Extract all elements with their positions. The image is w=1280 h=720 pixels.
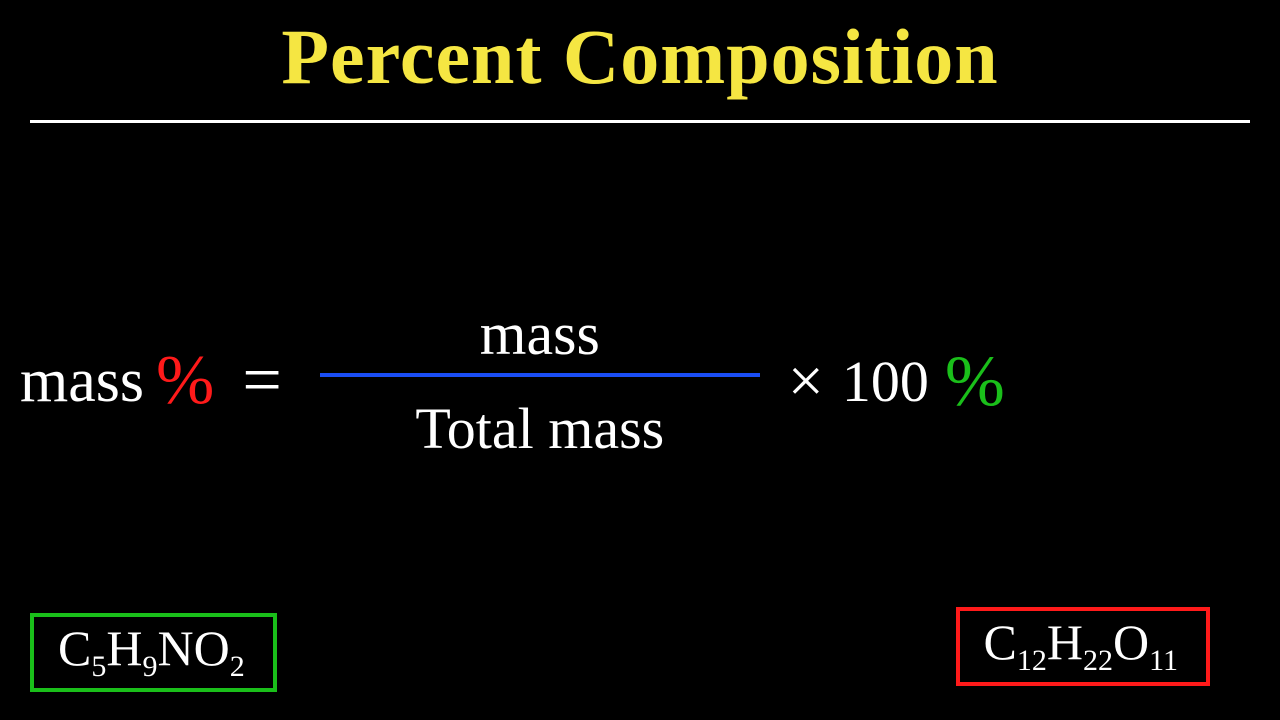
element-subscript: 12 [1017,644,1047,677]
element-symbol: H [1047,614,1083,670]
rhs-percent-symbol: % [945,340,1005,423]
hundred: 100 [842,348,929,415]
page-title: Percent Composition [0,0,1280,102]
element-symbol: C [984,614,1017,670]
element-symbol: N [157,620,193,676]
lhs-percent-symbol: % [156,341,214,421]
compound-box-left: C5H9NO2 [30,613,277,692]
mass-percent-formula: mass % = mass Total mass × 100 % [20,300,1280,462]
denominator: Total mass [415,377,664,462]
numerator: mass [480,300,600,373]
element-subscript: 22 [1083,644,1113,677]
title-underline [30,120,1250,123]
element-symbol: C [58,620,91,676]
fraction: mass Total mass [320,300,760,462]
lhs-mass-text: mass [20,346,144,417]
element-subscript: 2 [230,650,245,683]
compound-box-right: C12H22O11 [956,607,1210,686]
times-symbol: × [788,344,824,418]
element-symbol: O [1113,614,1149,670]
element-symbol: H [106,620,142,676]
element-subscript: 5 [91,650,106,683]
element-symbol: O [194,620,230,676]
element-subscript: 9 [142,650,157,683]
element-subscript: 11 [1149,644,1178,677]
equals-sign: = [242,341,281,421]
